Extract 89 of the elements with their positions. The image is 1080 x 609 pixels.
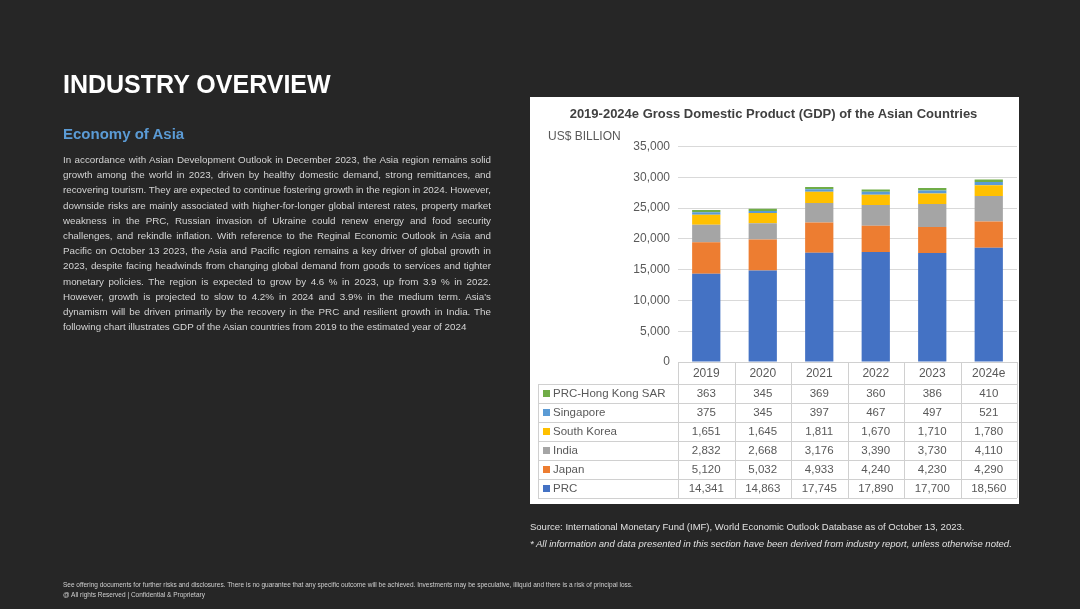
y-tick-label: 30,000 xyxy=(633,169,671,184)
data-label: 18,560 xyxy=(971,481,1007,494)
y-tick-label: 5,000 xyxy=(639,323,671,338)
legend-label: PRC xyxy=(553,481,578,494)
data-label: 1,651 xyxy=(691,424,721,437)
bar xyxy=(692,224,721,243)
data-label: 5,032 xyxy=(748,462,778,475)
bar xyxy=(748,239,777,271)
data-label: 4,290 xyxy=(974,462,1004,475)
bar xyxy=(748,213,777,224)
bar xyxy=(861,204,890,226)
y-axis-title: US$ BILLION xyxy=(548,128,621,143)
data-label: 2,832 xyxy=(691,443,721,456)
legend-label: PRC-Hong Kong SAR xyxy=(553,386,666,399)
y-tick-label: 15,000 xyxy=(633,262,671,276)
data-label: 17,890 xyxy=(858,481,894,494)
data-label: 360 xyxy=(866,386,886,399)
data-label: 5,120 xyxy=(691,462,721,475)
data-label: 467 xyxy=(866,405,886,418)
text: Economy of Asia xyxy=(63,125,186,142)
bar xyxy=(748,223,777,240)
bar xyxy=(918,193,947,205)
data-label: 1,710 xyxy=(917,424,947,437)
data-label: 386 xyxy=(922,386,942,399)
y-tick-label: 35,000 xyxy=(633,138,671,153)
data-label: 4,230 xyxy=(917,462,947,475)
data-label: 1,670 xyxy=(861,424,891,437)
bar xyxy=(974,179,1003,182)
bar xyxy=(974,181,1003,186)
data-label: 17,745 xyxy=(801,481,837,494)
y-tick-label: 25,000 xyxy=(633,200,671,215)
bar xyxy=(918,227,947,254)
bar xyxy=(805,191,834,203)
data-label: 1,780 xyxy=(974,424,1004,437)
bar xyxy=(974,196,1003,222)
legend-label: Japan xyxy=(553,462,585,475)
data-label: 369 xyxy=(809,386,829,399)
bar xyxy=(861,225,890,252)
data-label: 17,700 xyxy=(914,481,950,494)
legend-label: India xyxy=(553,443,579,456)
data-label: 4,933 xyxy=(804,462,834,475)
legend-label: Singapore xyxy=(553,405,606,418)
legend-label: South Korea xyxy=(553,424,618,437)
data-label: 14,341 xyxy=(688,481,724,494)
bar xyxy=(861,194,890,205)
chart-title: 2019-2024e Gross Domestic Product (GDP) of the Asian Countries xyxy=(569,106,978,122)
y-tick-label: 20,000 xyxy=(633,231,671,246)
x-tick-label: 2022 xyxy=(862,365,890,380)
text: * All information and data presented in this section have been derived from industry report, unless otherwise noted. xyxy=(530,537,1013,551)
data-label: 3,390 xyxy=(861,443,891,456)
data-label: 345 xyxy=(753,386,773,399)
x-tick-label: 2020 xyxy=(749,365,777,380)
data-label: 3,176 xyxy=(804,443,834,456)
bar xyxy=(918,204,947,228)
data-label: 1,645 xyxy=(748,424,778,437)
bar xyxy=(692,242,721,274)
data-label: 410 xyxy=(979,386,999,399)
bar xyxy=(692,273,721,362)
bar xyxy=(974,247,1003,362)
bar xyxy=(861,251,890,362)
bar xyxy=(805,222,834,253)
bar xyxy=(805,252,834,362)
data-label: 345 xyxy=(753,405,773,418)
x-tick-label: 2019 xyxy=(692,365,720,380)
data-label: 497 xyxy=(922,405,942,418)
data-label: 14,863 xyxy=(745,481,781,494)
bar xyxy=(748,270,777,362)
text: INDUSTRY OVERVIEW xyxy=(63,70,332,99)
data-label: 3,730 xyxy=(917,443,947,456)
data-label: 521 xyxy=(979,405,999,418)
source-note: Source: International Monetary Fund (IMF), World Economic Outlook Database as of October 13, 2023. xyxy=(530,521,966,532)
x-tick-label: 2024e xyxy=(972,365,1006,380)
bar xyxy=(692,214,721,225)
bar xyxy=(974,185,1003,197)
data-label: 1,811 xyxy=(805,424,834,437)
data-label: 4,240 xyxy=(861,462,891,475)
x-tick-label: 2021 xyxy=(805,365,833,380)
bar xyxy=(974,221,1003,248)
x-tick-label: 2023 xyxy=(918,365,946,380)
data-label: 397 xyxy=(809,405,829,418)
bar xyxy=(918,253,947,362)
text: In accordance with Asian Development Outlook in December 2023, the Asia region remains solid growth among the world in 2023, driven by healthy domestic demand, strong remittances, and recovering tourism. They are expected to continue fostering growth in the region in 2024. However, downside risks are mainly associated with higher-for-longer global interest rates, property market weakness in the PRC, Russian invasion of Ukraine could renew energy and food security challenges, and rekindle inflation. With reference to the Reginal Economic Outlook in Asia and Pacific on October 13 2023, the Asia and Pacific region remains a key driver of global growth in 2023, despite facing headwinds from changing global demand from goods to services and tighter monetary policies. The region is expected to grow by 4.6 % in 2023, up from 3.9 % in 2022. However, growth is projected to slow to 4.2% in 2024 and 3.9% in the medium term. Asia's dynamism will be driven primarily by the recovery in the PRC and resilient growth in India. The following chart illustrates GDP of the Asian countries from 2019 to the estimated year of 2024 xyxy=(63,154,491,333)
bar xyxy=(805,202,834,223)
y-tick-label: 0 xyxy=(663,354,671,369)
data-label: 375 xyxy=(696,405,716,418)
data-label: 2,668 xyxy=(748,443,778,456)
y-tick-label: 10,000 xyxy=(633,292,671,307)
data-label: 363 xyxy=(696,386,716,399)
data-label: 4,110 xyxy=(974,443,1003,456)
